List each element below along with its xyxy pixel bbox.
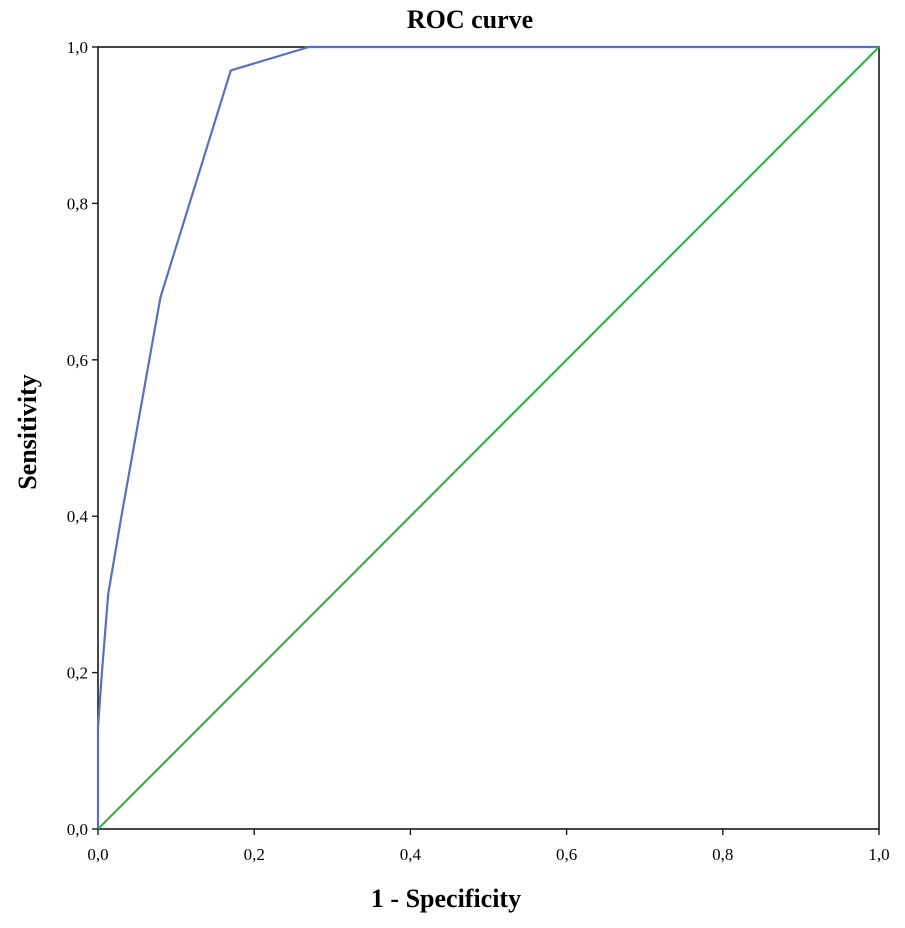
plot-lines xyxy=(96,45,880,830)
y-tick-label: 1,0 xyxy=(67,38,88,57)
y-tick-label: 0,4 xyxy=(67,507,89,526)
x-tick-label: 1,0 xyxy=(868,845,889,864)
y-tick-label: 0,6 xyxy=(67,351,88,370)
x-tick-label: 0,8 xyxy=(712,845,733,864)
x-axis-ticks: 0,0 0,2 0,4 0,6 0,8 1,0 xyxy=(87,829,890,864)
y-tick-label: 0,8 xyxy=(67,194,88,213)
x-tick-label: 0,4 xyxy=(400,845,422,864)
y-axis-ticks: 0,0 0,2 0,4 0,6 0,8 1,0 xyxy=(67,38,98,839)
x-tick-label: 0,2 xyxy=(244,845,265,864)
reference-diagonal-line xyxy=(97,46,880,830)
x-tick-label: 0,6 xyxy=(556,845,577,864)
chart-title: ROC curve xyxy=(407,5,533,34)
y-tick-label: 0,2 xyxy=(67,664,88,683)
x-tick-label: 0,0 xyxy=(87,845,108,864)
x-axis-title: 1 - Specificity xyxy=(371,884,521,913)
y-axis-title: Sensitivity xyxy=(13,374,42,490)
y-tick-label: 0,0 xyxy=(67,820,88,839)
roc-curve-line xyxy=(96,45,879,829)
